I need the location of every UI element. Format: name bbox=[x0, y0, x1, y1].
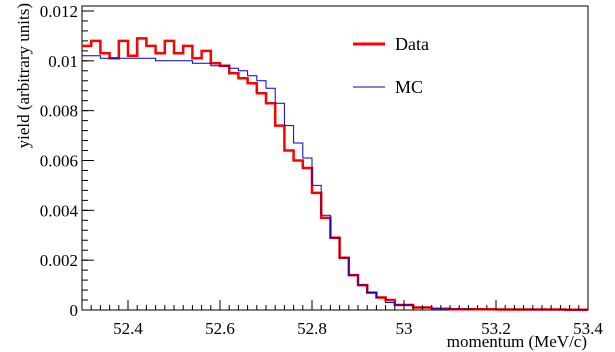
x-tick-label: 53.4 bbox=[573, 319, 603, 338]
y-tick-label: 0.002 bbox=[40, 251, 78, 270]
plot-frame bbox=[81, 5, 589, 311]
y-tick-label: 0.006 bbox=[40, 151, 78, 170]
y-tick-label: 0 bbox=[70, 301, 79, 320]
x-tick-label: 52.4 bbox=[113, 319, 143, 338]
x-tick-label: 52.6 bbox=[205, 319, 235, 338]
x-tick-label: 53.2 bbox=[481, 319, 511, 338]
y-tick-label: 0.004 bbox=[40, 201, 79, 220]
axes-layer: 52.4 52.6 52.8 53 53.2 53.4 0 0.002 0.004 0.006 0.… bbox=[40, 2, 604, 338]
y-tick-label: 0.01 bbox=[48, 52, 78, 71]
plot-area-border bbox=[81, 5, 589, 311]
legend-label-mc: MC bbox=[395, 77, 423, 97]
y-tick-label: 0.008 bbox=[40, 102, 78, 121]
legend: Data MC bbox=[353, 34, 429, 97]
x-tick-label: 52.8 bbox=[297, 319, 327, 338]
x-tick-label: 53 bbox=[396, 319, 413, 338]
series-layer bbox=[82, 37, 588, 312]
x-axis-title: momentum (MeV/c) bbox=[447, 332, 587, 351]
y-axis-title: yield (arbitrary units) bbox=[14, 3, 33, 148]
series-line-data bbox=[82, 37, 588, 312]
y-tick-label: 0.012 bbox=[40, 2, 78, 21]
legend-label-data: Data bbox=[395, 34, 429, 54]
series-line-mc bbox=[82, 55, 588, 311]
